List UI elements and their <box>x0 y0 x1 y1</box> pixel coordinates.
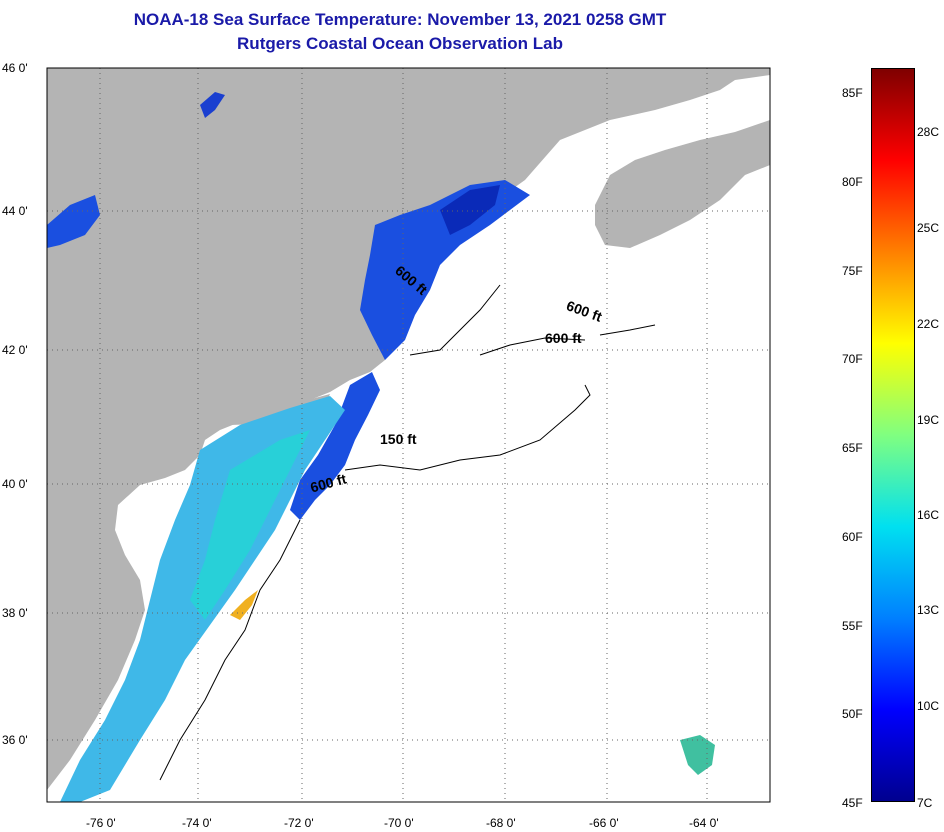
colorbar-f-75: 75F <box>842 264 863 278</box>
contour-label-600ft-georges: 600 ft <box>545 330 582 346</box>
colorbar-f-50: 50F <box>842 707 863 721</box>
colorbar-c-28: 28C <box>917 125 940 139</box>
lat-label-40: 40 0' <box>2 477 28 491</box>
lat-label-46: 46 0' <box>2 61 28 75</box>
sst-gulf-of-maine-deep <box>440 185 500 235</box>
lon-label-64: -64 0' <box>689 816 719 830</box>
lon-label-68: -68 0' <box>486 816 516 830</box>
sst-lake-ontario <box>47 195 100 248</box>
sst-lake-champlain <box>200 92 225 118</box>
colorbar-f-80: 80F <box>842 175 863 189</box>
colorbar-f-60: 60F <box>842 530 863 544</box>
colorbar-c-19: 19C <box>917 413 940 427</box>
lat-label-42: 42 0' <box>2 343 28 357</box>
colorbar-f-55: 55F <box>842 619 863 633</box>
map-title: NOAA-18 Sea Surface Temperature: Novembe… <box>133 10 667 29</box>
sst-shelf-edge <box>190 430 310 620</box>
lon-label-72: -72 0' <box>284 816 314 830</box>
colorbar-f-70: 70F <box>842 352 863 366</box>
map-graticule <box>46 68 770 802</box>
contour-label-150ft: 150 ft <box>380 431 417 447</box>
colorbar-c-10: 10C <box>917 699 940 713</box>
lat-label-44: 44 0' <box>2 204 28 218</box>
colorbar-c-7: 7C <box>917 796 933 810</box>
lon-label-70: -70 0' <box>384 816 414 830</box>
lon-label-76: -76 0' <box>86 816 116 830</box>
sst-offshore-patch <box>680 735 715 775</box>
long-island-landmass <box>230 394 330 425</box>
bathymetry-contours <box>159 284 656 781</box>
lon-label-74: -74 0' <box>182 816 212 830</box>
colorbar-f-65: 65F <box>842 441 863 455</box>
map-subtitle: Rutgers Coastal Ocean Observation Lab <box>237 34 563 53</box>
nova-scotia-landmass <box>595 120 770 248</box>
colorbar-f-85: 85F <box>842 86 863 100</box>
lat-label-38: 38 0' <box>2 606 28 620</box>
colorbar-c-16: 16C <box>917 508 940 522</box>
colorbar-c-13: 13C <box>917 603 940 617</box>
temperature-colorbar <box>871 68 915 802</box>
lat-label-36: 36 0' <box>2 733 28 747</box>
colorbar-f-45: 45F <box>842 796 863 810</box>
lon-label-66: -66 0' <box>589 816 619 830</box>
us-landmass <box>47 68 770 790</box>
sst-cape-cod <box>290 372 380 520</box>
colorbar-c-25: 25C <box>917 221 940 235</box>
sst-gulf-of-maine <box>360 180 530 360</box>
colorbar-c-22: 22C <box>917 317 940 331</box>
